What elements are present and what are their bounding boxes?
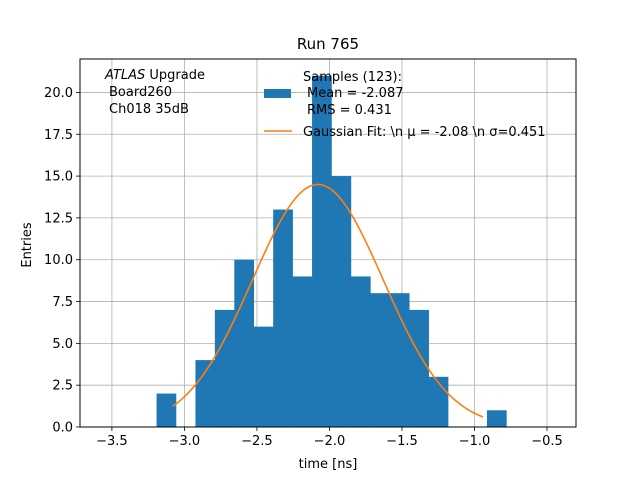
y-tick-label: 10.0 (44, 253, 73, 268)
legend-mean: Mean = -2.087 (307, 86, 403, 101)
x-tick-label: −3.5 (96, 434, 128, 449)
axis-ticks: −3.5 −3.0 −2.5 −2.0 −1.5 −1.0 −0.5 0.0 2.5 5.0 7.5… (44, 86, 563, 449)
plot-area (79, 58, 577, 428)
x-tick-label: −1.5 (386, 434, 418, 449)
y-tick-label: 2.5 (52, 379, 73, 394)
x-tick-label: −3.0 (169, 434, 201, 449)
histogram-bar (292, 276, 313, 427)
annotation-atlas: ATLAS (104, 68, 145, 83)
y-tick-label: 20.0 (44, 86, 73, 101)
y-tick-label: 15.0 (44, 170, 73, 185)
histogram-bar (370, 293, 391, 427)
histogram-bar (312, 75, 332, 428)
gaussian-fit (172, 183, 484, 418)
histogram-bar (331, 176, 352, 427)
x-tick-label: −0.5 (531, 434, 563, 449)
y-tick-label: 12.5 (44, 211, 73, 226)
legend-bar-swatch (264, 89, 291, 98)
y-tick-label: 0.0 (52, 421, 73, 436)
x-tick-label: −1.0 (459, 434, 491, 449)
annotation-channel: Ch018 35dB (109, 102, 189, 117)
chart-title: Run 765 (297, 35, 359, 53)
histogram-bar (214, 309, 235, 427)
histogram-bar (389, 293, 410, 427)
legend-fit: Gaussian Fit: \n μ = -2.08 \n σ=0.451 (303, 125, 546, 140)
legend-samples: Samples (123): (303, 70, 402, 85)
y-tick-label: 17.5 (44, 128, 73, 143)
histogram-bar (486, 410, 507, 427)
histogram-bars (156, 75, 507, 428)
annotation-board: Board260 (109, 85, 172, 100)
histogram-bar (195, 360, 216, 427)
x-tick-label: −2.0 (314, 434, 346, 449)
legend-rms: RMS = 0.431 (307, 103, 392, 118)
x-axis-label: time [ns] (299, 457, 358, 472)
histogram-bar (409, 309, 429, 427)
y-tick-label: 7.5 (52, 295, 73, 310)
histogram-bar (273, 209, 293, 427)
legend: Samples (123): Mean = -2.087 RMS = 0.431… (264, 70, 546, 140)
fit-curve (172, 183, 484, 418)
histogram-bar (428, 376, 449, 427)
y-axis-label: Entries (20, 222, 35, 268)
svg-text:ATLAS Upgrade: ATLAS Upgrade (104, 68, 205, 83)
histogram-bar (234, 259, 255, 427)
atlas-annotation: ATLAS Upgrade Board260 Ch018 35dB (104, 68, 205, 117)
x-tick-label: −2.5 (241, 434, 273, 449)
annotation-upgrade: Upgrade (145, 68, 205, 83)
y-tick-label: 5.0 (52, 337, 73, 352)
histogram-bar (253, 326, 274, 427)
histogram-bar (156, 393, 177, 427)
histogram-bar (350, 276, 371, 427)
